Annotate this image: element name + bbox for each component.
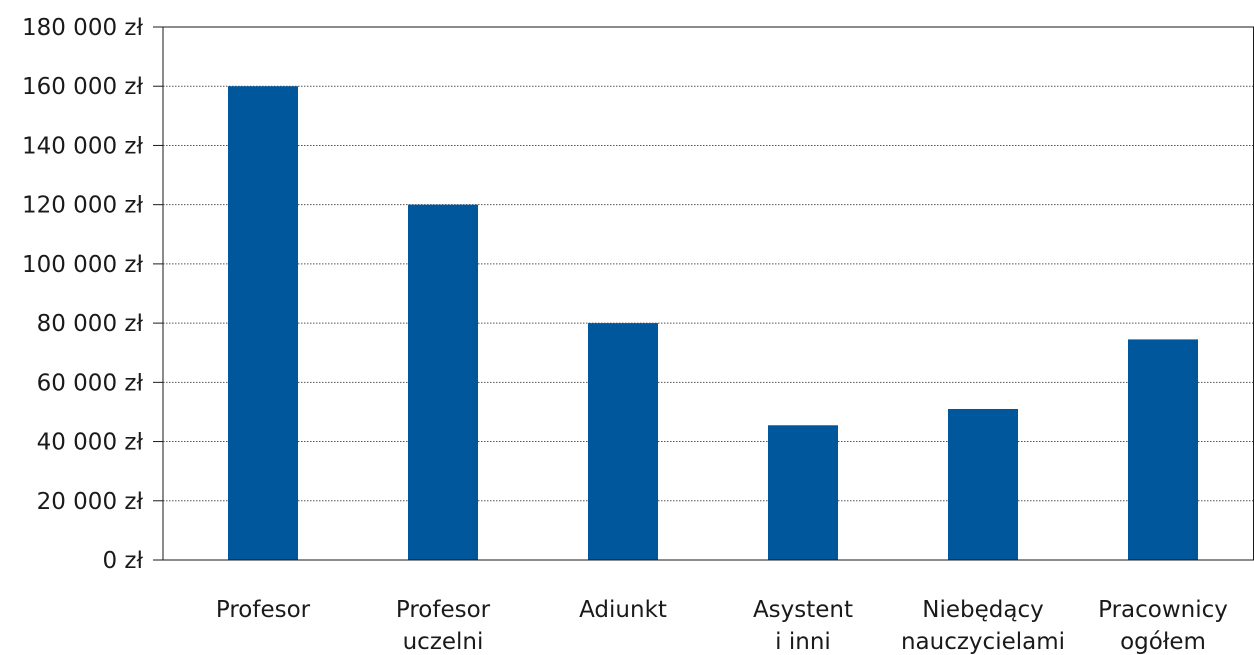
bar <box>948 408 1018 560</box>
axes <box>153 26 1254 561</box>
y-tick-label: 40 000 zł <box>37 430 144 456</box>
bars <box>228 86 1198 560</box>
x-category-label-line: Adiunkt <box>579 597 667 623</box>
bar <box>228 86 298 560</box>
x-category-label-line: ogółem <box>1120 629 1206 655</box>
x-category-label-line: i inni <box>775 629 831 655</box>
x-category-label: Profesor <box>216 597 311 623</box>
x-category-label-line: Niebędący <box>922 597 1043 623</box>
y-tick-label: 20 000 zł <box>37 489 144 515</box>
x-category-label: Profesor uczelni <box>396 597 491 655</box>
y-tick-label: 180 000 zł <box>22 15 143 41</box>
x-category-label: Niebędący nauczycielami <box>901 597 1065 655</box>
bar <box>1128 339 1198 560</box>
y-tick-label: 140 000 zł <box>22 133 143 159</box>
bar <box>408 204 478 560</box>
y-tick-label: 80 000 zł <box>37 311 144 337</box>
x-category-labels: Profesor Profesor uczelni Adiunkt Asystent i … <box>216 597 1228 655</box>
y-tick-label: 160 000 zł <box>22 74 143 100</box>
x-category-label-line: nauczycielami <box>901 629 1065 655</box>
x-category-label: Adiunkt <box>579 597 667 623</box>
y-tick-labels: 0 zł 20 000 zł 40 000 zł 60 000 zł 80 000 zł… <box>22 15 143 574</box>
y-tick-label: 120 000 zł <box>22 193 143 219</box>
x-category-label-line: uczelni <box>403 629 484 655</box>
y-tick-label: 0 zł <box>102 548 143 574</box>
x-category-label-line: Profesor <box>216 597 311 623</box>
x-category-label-line: Profesor <box>396 597 491 623</box>
y-tick-label: 60 000 zł <box>37 370 144 396</box>
x-category-label: Pracownicy ogółem <box>1098 597 1228 655</box>
bar <box>768 425 838 560</box>
x-category-label: Asystent i inni <box>753 597 853 655</box>
x-category-label-line: Asystent <box>753 597 853 623</box>
y-tick-label: 100 000 zł <box>22 252 143 278</box>
gridlines <box>163 85 1254 502</box>
x-category-label-line: Pracownicy <box>1098 597 1228 623</box>
bar <box>588 323 658 560</box>
